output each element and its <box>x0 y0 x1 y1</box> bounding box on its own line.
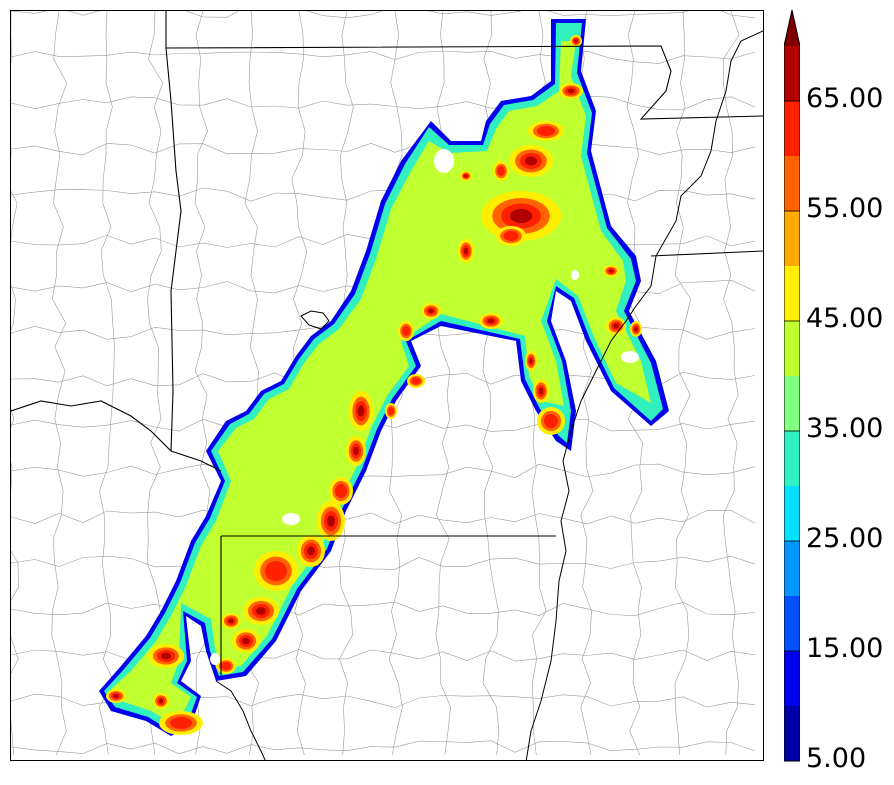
county-line <box>98 11 115 756</box>
colorbar-label-5: 5.00 <box>806 743 867 774</box>
intense-cell <box>170 717 192 729</box>
intense-cell <box>524 156 538 166</box>
precipitation-field <box>99 19 669 736</box>
county-line <box>722 11 740 756</box>
intense-cell <box>335 484 347 498</box>
intense-cell <box>544 414 558 428</box>
intense-cell <box>634 326 638 332</box>
colorbar-bin <box>784 46 800 101</box>
colorbar-extend-arrow <box>784 10 800 46</box>
intense-cell <box>327 515 335 527</box>
colorbar-bin <box>784 431 800 486</box>
county-line <box>11 555 756 570</box>
intense-cell <box>463 247 469 255</box>
intense-cell <box>487 318 495 324</box>
intense-cell <box>464 174 468 178</box>
county-line <box>11 187 756 202</box>
county-line <box>435 11 451 756</box>
intense-cell <box>221 662 231 670</box>
colorbar-bin <box>784 651 800 706</box>
reflectivity-map <box>11 11 763 760</box>
intense-cell <box>608 269 614 273</box>
intense-cell <box>497 166 505 176</box>
intense-cell <box>242 637 250 645</box>
intense-cell <box>228 618 234 624</box>
county-line <box>11 50 756 64</box>
intense-cell <box>353 446 359 456</box>
intense-cells <box>106 35 642 735</box>
county-line <box>11 649 756 662</box>
intense-cell <box>357 405 365 417</box>
colorbar-bin <box>784 486 800 541</box>
colorbar-bin <box>784 101 800 156</box>
intense-cell <box>265 561 287 581</box>
county-line <box>11 601 756 617</box>
intense-cell <box>411 377 421 385</box>
county-line <box>674 11 692 756</box>
county-line <box>11 740 756 755</box>
intense-cell <box>503 231 519 241</box>
intense-cell <box>537 126 555 136</box>
county-line <box>11 463 756 479</box>
colorbar-bin <box>784 596 800 651</box>
intense-cell <box>613 323 619 329</box>
colorbar-bin <box>784 266 800 321</box>
intense-cell <box>509 209 533 223</box>
intense-cell <box>402 326 410 336</box>
county-line <box>11 95 756 111</box>
county-line <box>11 509 756 525</box>
state-boundaries <box>11 11 763 676</box>
intense-cell <box>161 652 171 660</box>
county-line <box>11 141 756 156</box>
county-line <box>11 11 756 19</box>
field-gaps <box>210 149 639 665</box>
intense-cell <box>529 358 533 364</box>
colorbar-label-15: 15.00 <box>806 633 884 664</box>
intense-cell <box>256 607 266 615</box>
county-line <box>51 11 68 756</box>
colorbar-label-45: 45.00 <box>806 303 884 334</box>
intense-cell <box>574 39 578 43</box>
intense-cell <box>113 694 119 698</box>
colorbar-outline <box>784 10 800 762</box>
colorbar <box>784 10 800 762</box>
intense-cell <box>428 308 434 314</box>
intense-cell <box>567 88 575 94</box>
intense-cell <box>538 387 544 395</box>
colorbar-bin <box>784 211 800 266</box>
intense-cell <box>307 546 315 556</box>
intense-cell <box>388 407 394 415</box>
intense-cell <box>158 698 164 704</box>
rivers <box>215 30 763 760</box>
county-line <box>11 11 19 756</box>
colorbar-label-55: 55.00 <box>806 193 884 224</box>
colorbar-bin <box>784 376 800 431</box>
colorbar-label-25: 25.00 <box>806 523 884 554</box>
colorbar-label-35: 35.00 <box>806 413 884 444</box>
colorbar-bin <box>784 321 800 376</box>
colorbar-label-65: 65.00 <box>806 83 884 114</box>
map-panel <box>10 10 764 761</box>
colorbar-bin <box>784 156 800 211</box>
colorbar-bin <box>784 541 800 596</box>
colorbar-bin <box>784 706 800 761</box>
